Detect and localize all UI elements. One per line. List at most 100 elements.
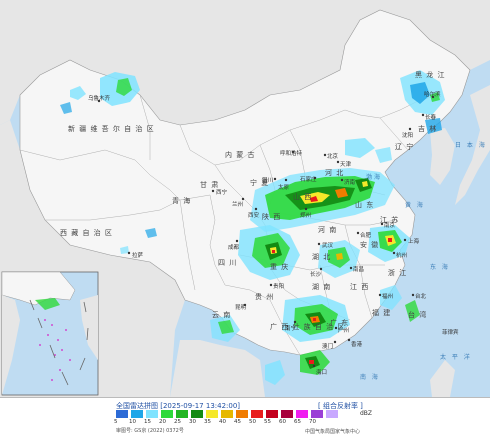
legend-value: 45 bbox=[234, 419, 241, 425]
region-liaoning: 辽 宁 bbox=[395, 143, 415, 151]
city-taipei: 台北 bbox=[415, 294, 427, 300]
region-qinghai: 青 海 bbox=[172, 197, 192, 205]
inset-echo bbox=[35, 298, 60, 310]
city-xian: 西安 bbox=[248, 213, 260, 219]
inset-islands bbox=[39, 319, 71, 381]
legend-value: 25 bbox=[174, 419, 181, 425]
legend-swatch bbox=[176, 410, 188, 418]
city-changsha: 长沙 bbox=[310, 272, 322, 278]
region-yunnan: 云 南 bbox=[212, 311, 232, 319]
region-guangxi: 广 西 壮 族 自 治 区 bbox=[270, 323, 346, 331]
legend-swatch bbox=[236, 410, 248, 418]
region-hunan: 湖 南 bbox=[312, 283, 332, 291]
city-xining: 西宁 bbox=[216, 190, 228, 196]
city-tianjin: 天津 bbox=[340, 162, 352, 168]
city-guangzhou: 广州 bbox=[338, 328, 350, 334]
legend-value: 35 bbox=[204, 419, 211, 425]
radar-map[interactable]: 新 疆 维 吾 尔 自 治 区 西 藏 自 治 区 青 海 内 蒙 古 黑 龙 … bbox=[0, 0, 490, 397]
legend-title: 全国雷达拼图 [2025-09-17 13:42:00] bbox=[116, 402, 241, 410]
region-shanxi: 山 西 bbox=[293, 193, 313, 201]
radar-echoes bbox=[60, 70, 445, 385]
city-yinchuan: 银川 bbox=[262, 178, 274, 184]
city-hangzhou: 杭州 bbox=[396, 253, 408, 259]
region-inner-mongolia: 内 蒙 古 bbox=[225, 151, 256, 159]
legend-value: 40 bbox=[219, 419, 226, 425]
legend-map-number: 审图号: GS京 (2022) 0372号 bbox=[116, 428, 184, 434]
legend-value: 10 bbox=[129, 419, 136, 425]
legend-value: 55 bbox=[264, 419, 271, 425]
city-zhengzhou: 郑州 bbox=[300, 213, 312, 219]
city-shijiazhuang: 石家庄 bbox=[300, 177, 317, 183]
legend-swatch bbox=[131, 410, 143, 418]
city-lhasa: 拉萨 bbox=[132, 253, 144, 259]
dash-line bbox=[29, 299, 89, 386]
region-xinjiang: 新 疆 维 吾 尔 自 治 区 bbox=[68, 125, 155, 133]
city-nanning: 南宁 bbox=[285, 326, 297, 332]
region-xizang: 西 藏 自 治 区 bbox=[60, 229, 113, 237]
legend-value: 60 bbox=[279, 419, 286, 425]
city-shenyang: 沈阳 bbox=[402, 133, 414, 139]
city-harbin: 哈尔滨 bbox=[424, 92, 441, 98]
sea-bohai: 渤海 bbox=[366, 174, 383, 181]
region-taiwan: 台 湾 bbox=[408, 311, 428, 319]
city-guiyang: 贵阳 bbox=[273, 284, 285, 290]
legend-value: 70 bbox=[309, 419, 316, 425]
city-hefei: 合肥 bbox=[360, 233, 372, 239]
city-haikou: 海口 bbox=[316, 370, 328, 376]
city-chengdu: 成都 bbox=[228, 245, 240, 251]
city-kunming: 昆明 bbox=[235, 305, 247, 311]
sea-yellow: 黄 海 bbox=[405, 202, 425, 209]
region-shaanxi: 陕 西 bbox=[262, 213, 282, 221]
japan-islands bbox=[455, 85, 490, 205]
legend-value: 30 bbox=[189, 419, 196, 425]
legend-value: 20 bbox=[159, 419, 166, 425]
legend-swatch bbox=[251, 410, 263, 418]
region-jilin: 吉 林 bbox=[418, 125, 438, 133]
philippines-land bbox=[430, 360, 455, 397]
sea-south-china: 南 海 bbox=[360, 374, 380, 381]
city-jinan: 济南 bbox=[344, 180, 356, 186]
city-nanchang: 南昌 bbox=[353, 267, 365, 273]
city-taiyuan: 太原 bbox=[278, 185, 290, 191]
city-beijing: 北京 bbox=[327, 154, 339, 160]
legend-source: 中国气象局国家气象中心 bbox=[305, 429, 361, 435]
region-guangdong: 广 东 bbox=[330, 319, 350, 327]
sea-japan: 日 本 海 bbox=[455, 142, 487, 149]
city-urumqi: 乌鲁木齐 bbox=[88, 96, 111, 102]
legend-swatch bbox=[326, 410, 338, 418]
legend-swatch bbox=[161, 410, 173, 418]
legend-swatch bbox=[116, 410, 128, 418]
city-shanghai: 上海 bbox=[408, 239, 420, 245]
legend-bar: 全国雷达拼图 [2025-09-17 13:42:00] [ 组合反射率 ] 5… bbox=[0, 397, 490, 440]
inset-indochina bbox=[2, 295, 20, 395]
city-nanjing: 南京 bbox=[384, 223, 396, 229]
city-dots bbox=[97, 95, 435, 368]
legend-product: [ 组合反射率 ] bbox=[318, 402, 363, 410]
indochina-land bbox=[170, 340, 265, 397]
legend-swatch bbox=[146, 410, 158, 418]
legend-value: 15 bbox=[144, 419, 151, 425]
region-jiangsu: 江 苏 bbox=[380, 216, 400, 224]
region-hebei: 河 北 bbox=[325, 169, 345, 177]
region-sichuan: 四 川 bbox=[218, 259, 238, 267]
sea-east-china: 东 海 bbox=[430, 264, 450, 271]
city-macao: 澳门 bbox=[322, 344, 334, 350]
city-hohhot: 呼和浩特 bbox=[280, 151, 303, 157]
region-gansu: 甘 肃 bbox=[200, 181, 220, 189]
city-wuhan: 武汉 bbox=[322, 243, 334, 249]
label-philippines: 菲律宾 bbox=[442, 330, 459, 336]
region-guizhou: 贵 州 bbox=[255, 293, 275, 301]
legend-swatch bbox=[191, 410, 203, 418]
inset-philippines bbox=[80, 295, 98, 360]
legend-swatch bbox=[296, 410, 308, 418]
region-jiangxi: 江 西 bbox=[350, 283, 370, 291]
city-fuzhou: 福州 bbox=[382, 294, 394, 300]
northern-neighbor-land bbox=[0, 0, 490, 125]
legend-swatch bbox=[206, 410, 218, 418]
city-lanzhou: 兰州 bbox=[232, 202, 244, 208]
region-heilongjiang: 黑 龙 江 bbox=[415, 71, 446, 79]
region-hubei: 湖 北 bbox=[312, 253, 332, 261]
inset-mainland bbox=[1, 271, 76, 306]
region-shandong: 山 东 bbox=[355, 201, 375, 209]
legend-value: 5 bbox=[114, 419, 118, 425]
